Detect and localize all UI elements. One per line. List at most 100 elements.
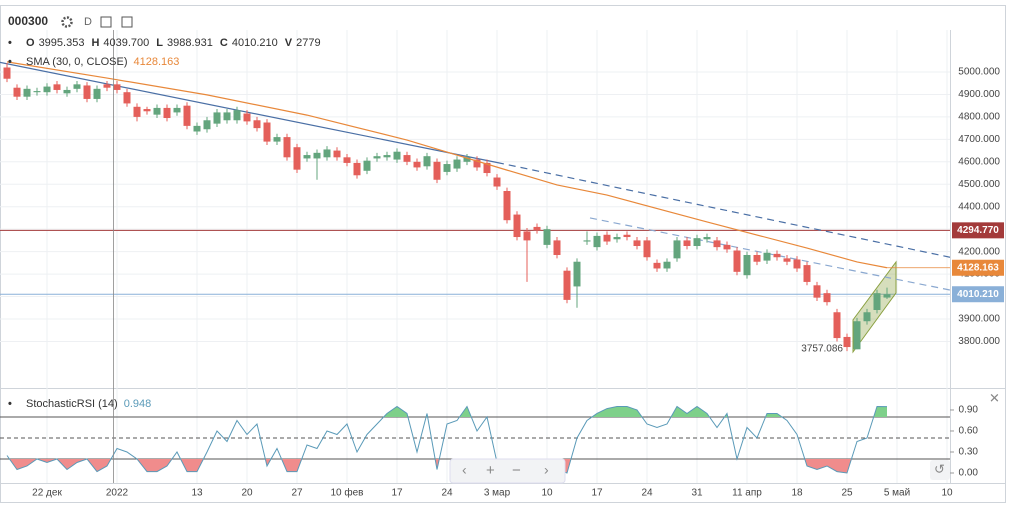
candle-body: [173, 107, 181, 113]
candle-body: [113, 84, 121, 90]
ohlc-key: O: [26, 37, 35, 49]
price-label-box: [952, 286, 1004, 303]
candle-body: [23, 88, 31, 97]
candle-body: [763, 252, 771, 261]
candle-body: [833, 312, 841, 339]
x-tick-label: 10: [941, 488, 953, 499]
scroll-right[interactable]: ›: [544, 462, 549, 478]
frame: [0, 5, 1006, 503]
ohlc-value: 2779: [296, 37, 320, 49]
candle-body: [733, 250, 741, 272]
candle-body: [653, 262, 661, 269]
close-pane[interactable]: ✕: [989, 390, 1000, 405]
bullet: •: [8, 56, 12, 68]
candle-body: [613, 237, 621, 240]
candle-body: [783, 258, 791, 262]
reset-icon[interactable]: ↺: [934, 461, 945, 476]
candle-body: [523, 231, 531, 241]
compare-icon[interactable]: [100, 16, 112, 28]
candle-body: [433, 161, 441, 180]
ohlc-key: L: [156, 37, 163, 49]
candle-body: [743, 254, 751, 276]
candle-body: [863, 312, 871, 322]
candle-body: [263, 122, 271, 142]
ohlc-value: 3995.353: [39, 37, 85, 49]
x-tick-label: 10: [541, 488, 553, 499]
rsi-tick-label: 0.30: [959, 447, 979, 458]
y-tick-label: 4200.000: [958, 246, 1000, 257]
candle-body: [713, 240, 721, 248]
rsi-tick-label: 0.90: [959, 405, 979, 416]
candle-body: [353, 162, 361, 176]
y-tick-label: 4700.000: [958, 134, 1000, 145]
candle-body: [873, 293, 881, 311]
trend-line: [496, 161, 950, 258]
candle-body: [573, 261, 581, 287]
ohlc-key: C: [220, 37, 228, 49]
y-tick-label: 3900.000: [958, 314, 1000, 325]
candle-body: [313, 152, 321, 159]
candle-body: [373, 156, 381, 159]
candle-body: [583, 240, 591, 242]
y-tick-label: 4900.000: [958, 89, 1000, 100]
price-label: 4010.210: [957, 289, 999, 300]
x-tick-label: 17: [591, 488, 603, 499]
settings-icon[interactable]: [61, 16, 73, 28]
candle-body: [333, 150, 341, 158]
candle-body: [593, 235, 601, 248]
candle-body: [623, 234, 631, 238]
candle-body: [303, 155, 311, 159]
candle-body: [843, 336, 851, 348]
candle-body: [503, 190, 511, 221]
rsi-oversold-fill: [7, 458, 887, 473]
rsi-label: StochasticRSI (14): [26, 398, 118, 410]
interval[interactable]: D: [84, 16, 92, 28]
x-tick-label: 24: [641, 488, 653, 499]
candle-body: [543, 229, 551, 245]
rsi-tick-label: 0.00: [959, 468, 979, 479]
candle-body: [443, 164, 451, 172]
candle-body: [143, 109, 151, 112]
candle-body: [223, 112, 231, 121]
candle-body: [803, 265, 811, 282]
price-label: 4294.770: [957, 225, 999, 236]
candle-body: [603, 234, 611, 242]
y-tick-label: 5000.000: [958, 67, 1000, 78]
candle-body: [193, 125, 201, 132]
candle-body: [153, 107, 161, 115]
candle-body: [163, 107, 171, 119]
candle-body: [513, 214, 521, 238]
x-tick-label: 13: [191, 488, 203, 499]
candle-body: [233, 110, 241, 121]
x-tick-label: 31: [691, 488, 703, 499]
candle-body: [123, 92, 131, 104]
candle-body: [33, 91, 41, 93]
grid: [0, 30, 954, 483]
candle-body: [253, 120, 261, 129]
candle-body: [383, 155, 391, 158]
y-tick-label: 3800.000: [958, 336, 1000, 347]
bullet: •: [8, 37, 12, 49]
candle-body: [13, 87, 21, 97]
rsi-value: 0.948: [124, 398, 152, 410]
candle-body: [393, 151, 401, 160]
scroll-left[interactable]: ‹: [462, 462, 467, 478]
rsi-tick-label: 0.60: [959, 426, 979, 437]
zoom-in[interactable]: +: [486, 462, 495, 479]
candle-body: [203, 120, 211, 130]
layout-icon[interactable]: [121, 16, 133, 28]
candle-body: [823, 293, 831, 303]
x-tick-label: 25: [841, 488, 853, 499]
candle-body: [323, 149, 331, 158]
candle-body: [413, 161, 421, 168]
marks: [0, 61, 950, 474]
x-tick-label: 18: [791, 488, 803, 499]
candle-body: [103, 84, 111, 88]
ohlc-value: 4010.210: [232, 37, 278, 49]
x-tick-label: 5 май: [884, 488, 910, 499]
reset-button[interactable]: [930, 460, 950, 480]
candle-body: [3, 67, 11, 79]
x-tick-label: 10 фев: [330, 487, 363, 499]
zoom-out[interactable]: −: [512, 462, 521, 479]
